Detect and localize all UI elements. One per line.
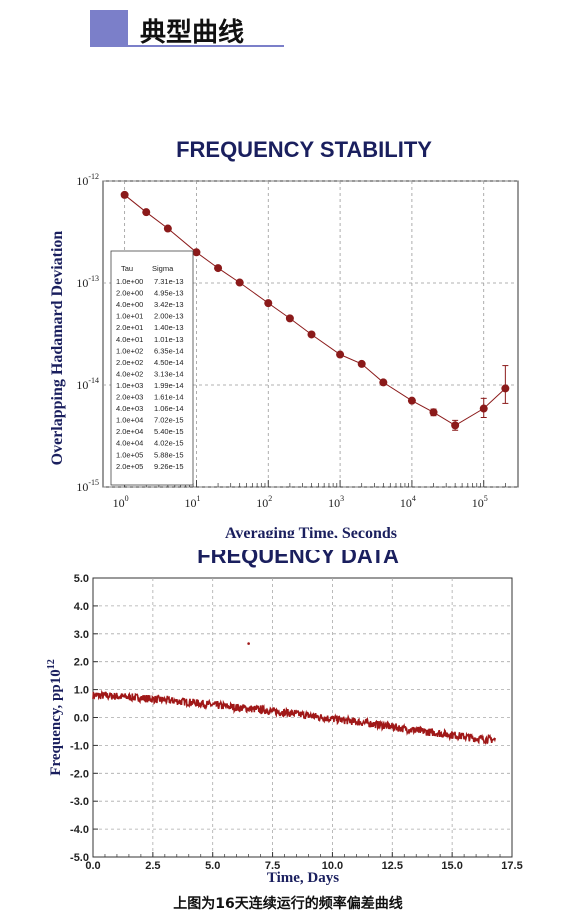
table-cell-sigma: 1.99e-14	[154, 381, 184, 390]
table-cell-tau: 4.0e+00	[116, 300, 143, 309]
table-cell-sigma: 7.02e-15	[154, 416, 184, 425]
data-point	[357, 359, 366, 368]
y-axis-label: Frequency, pp1012	[46, 659, 64, 775]
y-tick-label: 10-12	[76, 172, 99, 188]
x-tick-label: 10.0	[322, 860, 343, 872]
table-cell-tau: 1.0e+02	[116, 346, 143, 355]
x-tick-label: 100	[113, 494, 129, 510]
x-tick-label: 17.5	[501, 860, 522, 872]
y-tick-label: -3.0	[70, 796, 89, 808]
table-cell-sigma: 4.02e-15	[154, 439, 184, 448]
x-tick-label: 5.0	[205, 860, 220, 872]
y-tick-label: 10-13	[76, 274, 99, 290]
y-tick-label: 10-15	[76, 478, 99, 494]
data-point	[336, 350, 345, 359]
y-tick-label: 5.0	[74, 573, 89, 585]
x-tick-label: 15.0	[441, 860, 462, 872]
header-accent-block	[90, 10, 128, 46]
table-cell-sigma: 7.31e-13	[154, 277, 184, 286]
data-point	[379, 378, 388, 387]
frequency-series	[92, 689, 496, 746]
y-axis-label: Overlapping Hadamard Deviation	[49, 231, 66, 466]
table-cell-sigma: 4.50e-14	[154, 358, 184, 367]
header-underline	[90, 45, 284, 47]
x-tick-label: 7.5	[265, 860, 280, 872]
table-cell-sigma: 1.61e-14	[154, 393, 184, 402]
table-cell-tau: 4.0e+03	[116, 404, 143, 413]
table-cell-tau: 2.0e+01	[116, 323, 143, 332]
chart-title: FREQUENCY STABILITY	[176, 137, 432, 162]
table-header-sigma: Sigma	[152, 264, 174, 273]
data-point	[501, 384, 510, 393]
table-cell-tau: 1.0e+00	[116, 277, 143, 286]
y-tick-label: -2.0	[70, 768, 89, 780]
x-tick-label: 12.5	[382, 860, 403, 872]
title-mask	[150, 538, 450, 550]
x-tick-label: 103	[328, 494, 344, 510]
data-point	[214, 264, 223, 273]
table-cell-sigma: 1.06e-14	[154, 404, 184, 413]
data-point	[235, 278, 244, 287]
y-tick-label: -4.0	[70, 824, 89, 836]
frequency-stability-chart: FREQUENCY STABILITY 100 101 102 103 104 105 10-…	[49, 137, 519, 542]
table-cell-tau: 2.0e+03	[116, 393, 143, 402]
table-cell-sigma: 3.42e-13	[154, 300, 184, 309]
data-point	[142, 208, 151, 217]
data-point	[407, 396, 416, 405]
data-point	[479, 404, 488, 413]
x-tick-label: 102	[256, 494, 272, 510]
table-cell-sigma: 4.95e-13	[154, 289, 184, 298]
x-tick-label: 105	[472, 494, 488, 510]
y-tick-label: 10-14	[76, 376, 99, 392]
y-tick-label: -5.0	[70, 852, 89, 864]
table-cell-tau: 4.0e+02	[116, 369, 143, 378]
table-cell-sigma: 5.88e-15	[154, 450, 184, 459]
table-cell-sigma: 1.01e-13	[154, 335, 184, 344]
table-cell-tau: 2.0e+04	[116, 427, 143, 436]
data-point	[285, 314, 294, 323]
table-cell-tau: 4.0e+01	[116, 335, 143, 344]
table-cell-tau: 4.0e+04	[116, 439, 143, 448]
section-title: 典型曲线	[140, 18, 245, 48]
x-tick-label: 101	[184, 494, 200, 510]
data-point	[120, 190, 129, 199]
data-point	[429, 408, 438, 417]
y-tick-label: 2.0	[74, 657, 89, 669]
table-cell-sigma: 2.00e-13	[154, 312, 184, 321]
data-point	[451, 421, 460, 430]
data-point	[192, 248, 201, 257]
x-axis-label: Averaging Time, Seconds	[225, 525, 397, 542]
x-tick-label: 104	[400, 494, 416, 510]
table-cell-sigma: 9.26e-15	[154, 462, 184, 471]
table-cell-tau: 2.0e+05	[116, 462, 143, 471]
table-cell-tau: 1.0e+03	[116, 381, 143, 390]
data-point	[264, 299, 273, 308]
outlier-point	[247, 642, 250, 645]
section-header: 典型曲线	[90, 10, 284, 48]
data-point	[163, 224, 172, 233]
table-cell-sigma: 3.13e-14	[154, 369, 184, 378]
table-cell-sigma: 5.40e-15	[154, 427, 184, 436]
y-tick-label: 3.0	[74, 629, 89, 641]
table-cell-sigma: 1.40e-13	[154, 323, 184, 332]
table-cell-tau: 1.0e+05	[116, 450, 143, 459]
table-cell-sigma: 6.35e-14	[154, 346, 184, 355]
y-tick-label: 1.0	[74, 685, 89, 697]
y-tick-label: 4.0	[74, 601, 89, 613]
table-cell-tau: 1.0e+01	[116, 312, 143, 321]
x-axis-label: Time, Days	[267, 870, 339, 886]
table-header-tau: Tau	[121, 264, 133, 273]
table-cell-tau: 2.0e+02	[116, 358, 143, 367]
table-cell-tau: 2.0e+00	[116, 289, 143, 298]
x-tick-label: 0.0	[85, 860, 100, 872]
data-point	[307, 330, 316, 339]
x-tick-label: 2.5	[145, 860, 160, 872]
figure-caption: 上图为16天连续运行的频率偏差曲线	[173, 896, 403, 912]
table-cell-tau: 1.0e+04	[116, 416, 143, 425]
data-table-box	[110, 250, 194, 486]
y-tick-label: -1.0	[70, 740, 89, 752]
y-tick-label: 0.0	[74, 713, 89, 725]
